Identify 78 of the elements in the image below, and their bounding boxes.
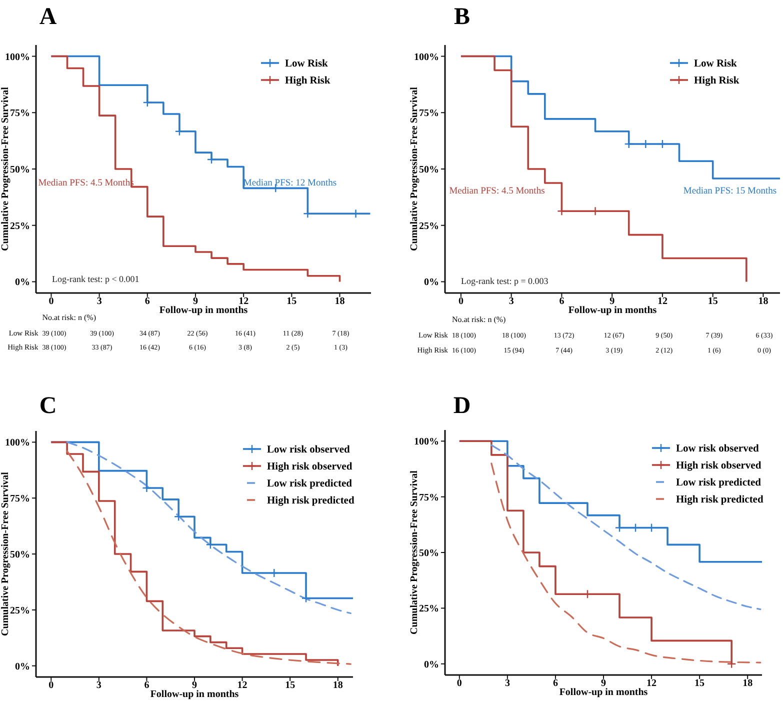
x-tick-label: 12 bbox=[646, 678, 657, 689]
x-tick-label: 15 bbox=[708, 296, 718, 307]
x-tick-label: 15 bbox=[286, 296, 297, 307]
annotation: Log-rank test: p < 0.001 bbox=[52, 274, 140, 284]
x-tick-label: 18 bbox=[742, 678, 753, 689]
legend-label: High risk observed bbox=[676, 460, 762, 472]
chart-title: B bbox=[454, 4, 470, 30]
x-tick-label: 18 bbox=[332, 680, 343, 691]
chart-title: D bbox=[453, 393, 471, 419]
y-tick-label: 100% bbox=[5, 52, 30, 63]
x-axis-title: Follow-up in months bbox=[159, 305, 248, 316]
x-tick-label: 0 bbox=[456, 678, 462, 689]
x-tick-label: 9 bbox=[610, 296, 615, 307]
y-tick-label: 75% bbox=[419, 108, 439, 120]
y-tick-label: 50% bbox=[419, 164, 439, 176]
legend-label: High risk predicted bbox=[676, 494, 764, 506]
legend-label: Low risk observed bbox=[676, 444, 759, 455]
x-tick-label: 0 bbox=[458, 296, 464, 307]
legend-label: Low Risk bbox=[285, 58, 328, 70]
x-tick-label: 12 bbox=[657, 296, 668, 307]
chart-title: A bbox=[39, 4, 58, 30]
y-axis-title: Cumulative Progression-Free Survival bbox=[409, 86, 420, 251]
x-tick-label: 9 bbox=[192, 680, 197, 691]
legend-label: High risk predicted bbox=[267, 496, 354, 507]
x-tick-label: 0 bbox=[48, 296, 54, 307]
y-tick-label: 75% bbox=[419, 492, 439, 504]
x-tick-label: 3 bbox=[96, 296, 102, 307]
x-tick-label: 18 bbox=[758, 296, 768, 307]
y-tick-label: 100% bbox=[414, 436, 439, 448]
x-tick-label: 3 bbox=[504, 678, 510, 689]
legend-label: Low risk predicted bbox=[676, 478, 762, 489]
x-tick-label: 6 bbox=[144, 296, 150, 307]
x-axis-title: Follow-up in months bbox=[150, 689, 239, 700]
x-tick-label: 9 bbox=[601, 678, 606, 689]
x-tick-label: 18 bbox=[334, 296, 345, 307]
y-tick-label: 75% bbox=[10, 108, 30, 120]
y-axis-title: Cumulative Progression-Free Survival bbox=[0, 86, 11, 251]
x-tick-label: 6 bbox=[552, 678, 558, 689]
y-tick-label: 50% bbox=[10, 164, 30, 176]
y-tick-label: 100% bbox=[414, 52, 439, 63]
x-tick-label: 9 bbox=[192, 296, 198, 307]
x-tick-label: 0 bbox=[48, 680, 54, 691]
y-tick-label: 75% bbox=[10, 494, 30, 505]
legend-label: Low risk observed bbox=[267, 444, 350, 456]
chart-title: C bbox=[39, 393, 57, 419]
text: No.at risk: n (%) bbox=[42, 313, 96, 322]
y-tick-label: 25% bbox=[419, 604, 439, 615]
x-axis-title: Follow-up in months bbox=[559, 687, 648, 698]
y-axis-title: Cumulative Progression-Free Survival bbox=[0, 472, 11, 636]
y-tick-label: 50% bbox=[419, 548, 439, 559]
annotation: Median PFS: 4.5 Months bbox=[449, 186, 546, 196]
legend-label: High risk observed bbox=[267, 462, 352, 473]
y-tick-label: 0% bbox=[424, 659, 439, 670]
y-axis-title: Cumulative Progression-Free Survival bbox=[409, 470, 420, 634]
text: No.at risk: n (%) bbox=[452, 315, 506, 324]
y-tick-label: 0% bbox=[15, 277, 30, 288]
x-tick-label: 3 bbox=[96, 680, 102, 691]
x-tick-label: 15 bbox=[694, 678, 705, 689]
y-tick-label: 100% bbox=[5, 438, 30, 449]
x-tick-label: 12 bbox=[238, 296, 249, 307]
annotation: Median PFS: 15 Months bbox=[683, 186, 777, 196]
y-tick-label: 50% bbox=[10, 550, 30, 560]
x-tick-label: 12 bbox=[237, 680, 248, 691]
x-tick-label: 3 bbox=[508, 296, 514, 307]
x-axis-title: Follow-up in months bbox=[568, 305, 657, 316]
y-tick-label: 25% bbox=[10, 605, 30, 616]
legend-label: High Risk bbox=[694, 76, 740, 87]
legend-label: High Risk bbox=[285, 76, 330, 87]
y-tick-label: 25% bbox=[10, 220, 30, 232]
x-tick-label: 6 bbox=[559, 296, 564, 307]
legend-label: Low Risk bbox=[694, 58, 738, 70]
x-tick-label: 15 bbox=[285, 680, 296, 691]
y-tick-label: 0% bbox=[15, 661, 30, 672]
legend-label: Low risk predicted bbox=[267, 478, 352, 490]
x-tick-label: 6 bbox=[144, 680, 150, 691]
y-tick-label: 25% bbox=[419, 220, 439, 232]
y-tick-label: 0% bbox=[424, 277, 439, 288]
annotation: Log-rank test: p = 0.003 bbox=[461, 276, 549, 286]
